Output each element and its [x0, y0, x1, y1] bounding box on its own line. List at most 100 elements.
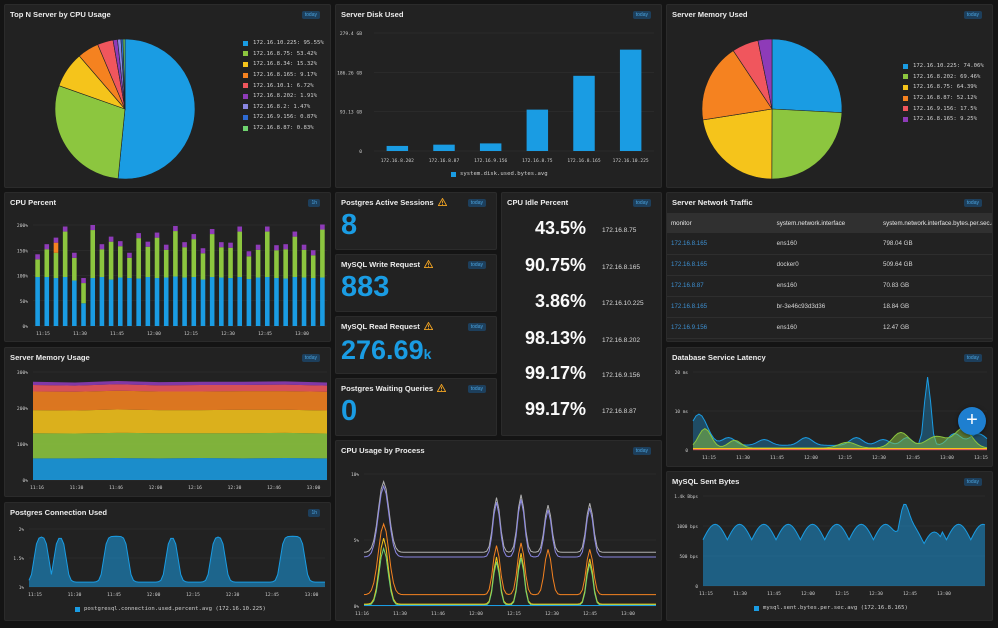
- latency-area-chart: 0 10 ms 20 ms 11:15 11:30 11:45 12:00 12:15 12:3…: [675, 370, 988, 461]
- time-badge[interactable]: today: [467, 385, 486, 393]
- process-line-grey: [363, 479, 656, 553]
- latency-area-green-line: [692, 427, 988, 449]
- panel-mysql-write: MySQL Write Request today 883: [335, 254, 497, 312]
- x-tick-label: 12:45: [903, 591, 917, 597]
- cpu-bar-segment: [136, 238, 141, 279]
- x-tick-label: 12:00: [801, 591, 815, 597]
- time-badge[interactable]: 1h: [308, 199, 320, 207]
- legend-item[interactable]: 172.16.8.165: 9.17%: [243, 70, 324, 81]
- y-tick-label: 93.13 GB: [340, 110, 362, 116]
- cpu-bar-segment: [264, 277, 270, 326]
- cpu-bar-segment: [44, 249, 50, 278]
- x-tick-label: 11:15: [702, 455, 716, 461]
- cpu-bar-segment: [209, 229, 215, 235]
- x-tick-label: 172.16.8.202: [381, 158, 414, 164]
- cpu-bar-segment: [53, 237, 59, 243]
- monitor-link[interactable]: 172.16.8.87: [667, 275, 773, 297]
- legend-item[interactable]: 172.16.8.75: 64.39%: [903, 82, 984, 93]
- cpu-bar-segment: [264, 231, 270, 278]
- legend-item[interactable]: 172.16.9.156: 17.5%: [903, 103, 984, 114]
- x-tick-label: 12:16: [188, 485, 202, 491]
- time-badge[interactable]: today: [632, 447, 651, 455]
- x-tick-label: 12:45: [258, 331, 272, 337]
- x-tick-label: 11:30: [736, 455, 750, 461]
- column-header[interactable]: system.network.interface.bytes.per.sec.a…: [879, 213, 992, 233]
- cpu-bar-segment: [320, 277, 325, 326]
- legend-swatch: [243, 51, 248, 57]
- legend-item[interactable]: 172.16.8.202: 1.91%: [243, 91, 324, 102]
- time-badge[interactable]: today: [467, 199, 486, 207]
- cpu-bar-segment: [173, 226, 178, 232]
- y-tick-label: 10%: [351, 472, 359, 478]
- monitor-link[interactable]: 172.16.8.165: [667, 254, 773, 276]
- cpu-bar-segment: [145, 241, 151, 247]
- x-tick-label: 172.16.8.75: [522, 158, 553, 164]
- y-tick-label: 100%: [17, 274, 28, 280]
- cpu-bar-segment: [44, 244, 50, 250]
- cpu-bar-segment: [219, 247, 224, 278]
- process-line-orange: [363, 522, 656, 596]
- table-row: 172.16.9.156 ens160 12.47 GB: [667, 317, 992, 339]
- time-badge[interactable]: today: [467, 323, 486, 331]
- legend-item[interactable]: 172.16.8.34: 15.32%: [243, 59, 324, 70]
- cpu-bar-segment: [228, 242, 233, 248]
- cpu-bar-segment: [81, 283, 86, 304]
- warning-icon: [423, 322, 433, 330]
- y-tick-label: 1.5%: [13, 556, 24, 562]
- disk-bar: [573, 75, 595, 151]
- column-header[interactable]: monitor: [667, 213, 773, 233]
- time-badge[interactable]: today: [301, 354, 320, 362]
- legend-label: 172.16.8.165: 9.25%: [913, 116, 977, 123]
- cpu-bar-segment: [127, 257, 132, 279]
- legend-item[interactable]: 172.16.10.225: 74.06%: [903, 61, 984, 72]
- legend-item[interactable]: 172.16.8.2: 1.47%: [243, 102, 324, 113]
- time-badge[interactable]: today: [963, 354, 982, 362]
- cpu-bar-segment: [182, 247, 187, 278]
- legend-item[interactable]: 172.16.9.156: 0.87%: [243, 112, 324, 123]
- cpu-bar-segment: [255, 277, 261, 326]
- cpu-bar-segment: [264, 226, 270, 232]
- x-tick-label: 12:30: [228, 485, 242, 491]
- legend-item[interactable]: 172.16.8.87: 52.12%: [903, 93, 984, 104]
- cpu-bar-segment: [274, 278, 279, 326]
- mysql-sent-area: [703, 504, 985, 586]
- time-badge[interactable]: today: [963, 11, 982, 19]
- legend-swatch: [243, 93, 248, 99]
- x-tick-label: 12:00: [147, 592, 161, 598]
- time-badge[interactable]: today: [632, 199, 651, 207]
- legend-item[interactable]: 172.16.8.202: 69.46%: [903, 72, 984, 83]
- table-header-row: monitor system.network.interface system.…: [667, 213, 992, 233]
- legend-item[interactable]: 172.16.10.1: 6.72%: [243, 80, 324, 91]
- time-badge[interactable]: today: [632, 11, 651, 19]
- x-tick-label: 11:16: [30, 485, 44, 491]
- column-header[interactable]: system.network.interface: [772, 213, 879, 233]
- legend-item[interactable]: 172.16.8.165: 9.25%: [903, 114, 984, 125]
- table-row: 172.16.8.165 br-3e46c93d3d36 18.84 GB: [667, 296, 992, 318]
- monitor-link[interactable]: 172.16.8.165: [667, 233, 773, 255]
- cpu-bar-segment: [246, 256, 252, 280]
- cpu-process-line-chart: 0% 5% 10% 11:16 11:30 11:46 12:00 12:15 12:30 12:…: [351, 472, 656, 617]
- warning-icon: [424, 260, 434, 268]
- time-badge[interactable]: today: [963, 478, 982, 486]
- legend-item[interactable]: 172.16.10.225: 95.55%: [243, 38, 324, 49]
- monitor-link[interactable]: 172.16.8.165: [667, 296, 773, 318]
- cpu-bar-segment: [62, 231, 68, 278]
- time-badge[interactable]: today: [963, 199, 982, 207]
- legend-swatch: [243, 104, 248, 110]
- legend-item[interactable]: 172.16.8.75: 53.42%: [243, 49, 324, 60]
- legend-label: 172.16.8.87: 0.83%: [253, 125, 314, 132]
- monitor-link[interactable]: 172.16.9.156: [667, 317, 773, 339]
- idle-row: 99.17% 172.16.8.87: [524, 399, 637, 419]
- panel-mem-usage: Server Memory Usage today 0% 100% 200% 300%…: [4, 347, 331, 497]
- y-tick-label: 10 ms: [675, 409, 689, 415]
- add-widget-button[interactable]: +: [958, 407, 986, 435]
- metric-value: 0: [341, 395, 358, 427]
- time-badge[interactable]: today: [301, 11, 320, 19]
- panel-pg-conn: Postgres Connection Used 1h 1% 1.5% 2% 11:1…: [4, 502, 331, 621]
- legend-swatch: [903, 116, 908, 122]
- time-badge[interactable]: 1h: [308, 509, 320, 517]
- legend-swatch: [243, 83, 248, 89]
- time-badge[interactable]: today: [467, 261, 486, 269]
- cpu-bar-segment: [237, 226, 243, 232]
- legend-item[interactable]: 172.16.8.87: 0.83%: [243, 123, 324, 134]
